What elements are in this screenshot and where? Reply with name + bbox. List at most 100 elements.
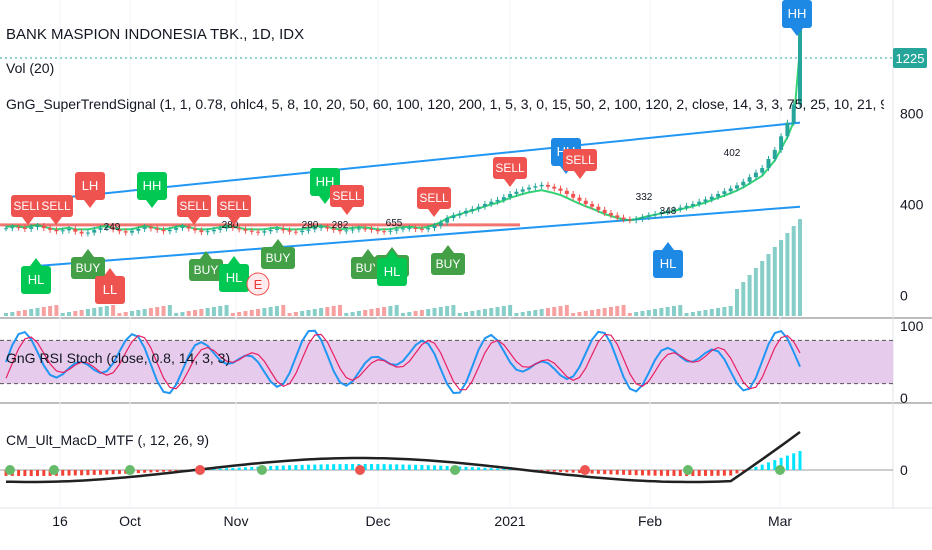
- macd-histogram-bar: [225, 468, 229, 470]
- volume-bar: [432, 308, 437, 316]
- rsi-axis-label: 100: [900, 318, 924, 334]
- signal-e: E: [246, 272, 270, 296]
- candle-body: [608, 213, 613, 216]
- volume-bar: [35, 308, 40, 316]
- price-axis[interactable]: 0 400 800 0 100 0: [900, 106, 924, 478]
- volume-bar: [634, 312, 639, 316]
- candle-body: [684, 205, 689, 208]
- candle-body: [527, 187, 532, 190]
- signal-box: [71, 257, 105, 279]
- price-annotation: 348: [660, 206, 677, 217]
- volume-bar: [161, 306, 166, 316]
- macd-histogram-bar: [281, 465, 285, 470]
- volume-bar: [671, 306, 676, 316]
- macd-histogram-bar: [773, 460, 777, 470]
- macd-histogram-bar: [319, 464, 323, 470]
- volume-bar: [243, 311, 248, 316]
- rsi-pane: [0, 329, 893, 395]
- signal-pointer: [188, 217, 200, 225]
- candle-body: [123, 231, 128, 233]
- macd-histogram-bar: [275, 465, 279, 470]
- signal-pointer: [574, 171, 586, 179]
- macd-histogram-bar: [729, 470, 733, 476]
- macd-histogram-bar: [672, 470, 676, 476]
- candle-body: [401, 228, 405, 230]
- volume-legend: Vol (20): [6, 60, 55, 76]
- volume-bar: [98, 307, 103, 316]
- candle-body: [16, 227, 21, 229]
- macd-histogram-bar: [552, 470, 556, 472]
- macd-histogram-bar: [496, 468, 500, 470]
- macd-histogram-bar: [697, 470, 701, 476]
- macd-histogram-bar: [792, 453, 796, 470]
- macd-histogram-bar: [73, 470, 77, 476]
- volume-bar: [256, 309, 261, 316]
- volume-bar: [508, 305, 513, 316]
- volume-bar: [545, 308, 550, 316]
- volume-bar: [615, 306, 620, 316]
- signal-hl: HL: [377, 250, 407, 286]
- volume-bar: [438, 307, 443, 316]
- volume-bar: [54, 305, 59, 316]
- candle-body: [621, 217, 626, 220]
- candle-body: [256, 231, 261, 233]
- candle-body: [54, 229, 59, 232]
- volume-bar: [747, 275, 752, 316]
- volume-bar: [60, 313, 65, 316]
- volume-bar: [382, 307, 387, 316]
- macd-axis-label: 0: [900, 462, 908, 478]
- time-axis[interactable]: 16 Oct Nov Dec 2021 Feb Mar: [52, 513, 792, 529]
- macd-histogram-bar: [36, 470, 40, 476]
- volume-bar: [419, 310, 424, 316]
- candle-body: [60, 230, 65, 232]
- volume-bar: [571, 313, 576, 316]
- candle-body: [67, 228, 72, 231]
- signal-box: [95, 276, 125, 304]
- macd-histogram-bar: [136, 470, 140, 474]
- price-annotation: 280: [302, 220, 319, 231]
- signal-pointer: [30, 258, 42, 266]
- signal-text: SELL: [13, 199, 43, 213]
- candle-body: [728, 188, 733, 192]
- signal-text: SELL: [179, 199, 209, 213]
- volume-bar: [709, 309, 714, 316]
- volume-bar: [104, 306, 109, 316]
- candle-body: [375, 229, 380, 232]
- chart-title: BANK MASPION INDONESIA TBK., 1D, IDX: [6, 26, 305, 43]
- macd-histogram-bar: [105, 470, 109, 475]
- macd-cross-dot: [257, 465, 267, 475]
- macd-histogram-bar: [212, 468, 216, 470]
- signal-sell: SELL: [330, 185, 364, 215]
- candle-body: [161, 229, 166, 232]
- macd-histogram-bar: [313, 464, 317, 470]
- macd-histogram-bar: [401, 464, 405, 470]
- volume-bar: [482, 309, 487, 316]
- volume-bar: [678, 305, 683, 316]
- candle-body: [211, 229, 216, 232]
- macd-histogram-bar: [609, 470, 613, 475]
- volume-bar: [22, 310, 27, 316]
- candle-body: [180, 226, 185, 229]
- volume-bar: [369, 309, 374, 316]
- price-annotation: 249: [104, 222, 121, 233]
- last-price-label: 1225: [896, 51, 925, 66]
- vertical-grid: [59, 0, 781, 508]
- candle-body: [602, 209, 607, 214]
- indicator-rsi-stoch-legend: GnG RSI Stoch (close, 0.8, 14, 3, 3): [6, 350, 231, 366]
- signal-text: SELL: [565, 153, 595, 167]
- signal-text: HH: [316, 174, 335, 189]
- candle-body: [501, 197, 506, 200]
- macd-cross-dot: [355, 465, 365, 475]
- signal-sell: SELL: [177, 195, 211, 225]
- candle-body: [41, 226, 46, 229]
- macd-histogram-bar: [464, 466, 468, 470]
- signal-lh: LH: [75, 172, 105, 208]
- signal-box: [493, 157, 527, 179]
- signal-text: SELL: [332, 189, 362, 203]
- price-axis-label: 400: [900, 196, 924, 212]
- volume-bar: [728, 306, 733, 316]
- volume-bar: [41, 307, 46, 316]
- volume-bar: [300, 311, 305, 316]
- signal-text: BUY: [436, 257, 461, 271]
